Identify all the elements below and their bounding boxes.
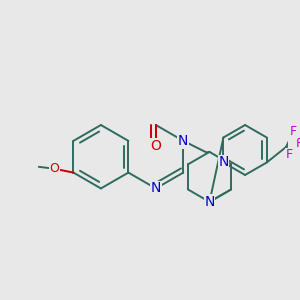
Text: O: O <box>150 139 161 153</box>
Text: F: F <box>290 125 297 138</box>
Text: F: F <box>296 137 300 150</box>
Text: N: N <box>178 134 188 148</box>
Text: N: N <box>204 195 215 209</box>
Text: O: O <box>49 162 59 175</box>
Text: N: N <box>151 182 161 195</box>
Text: F: F <box>285 148 292 161</box>
Text: N: N <box>218 155 229 170</box>
